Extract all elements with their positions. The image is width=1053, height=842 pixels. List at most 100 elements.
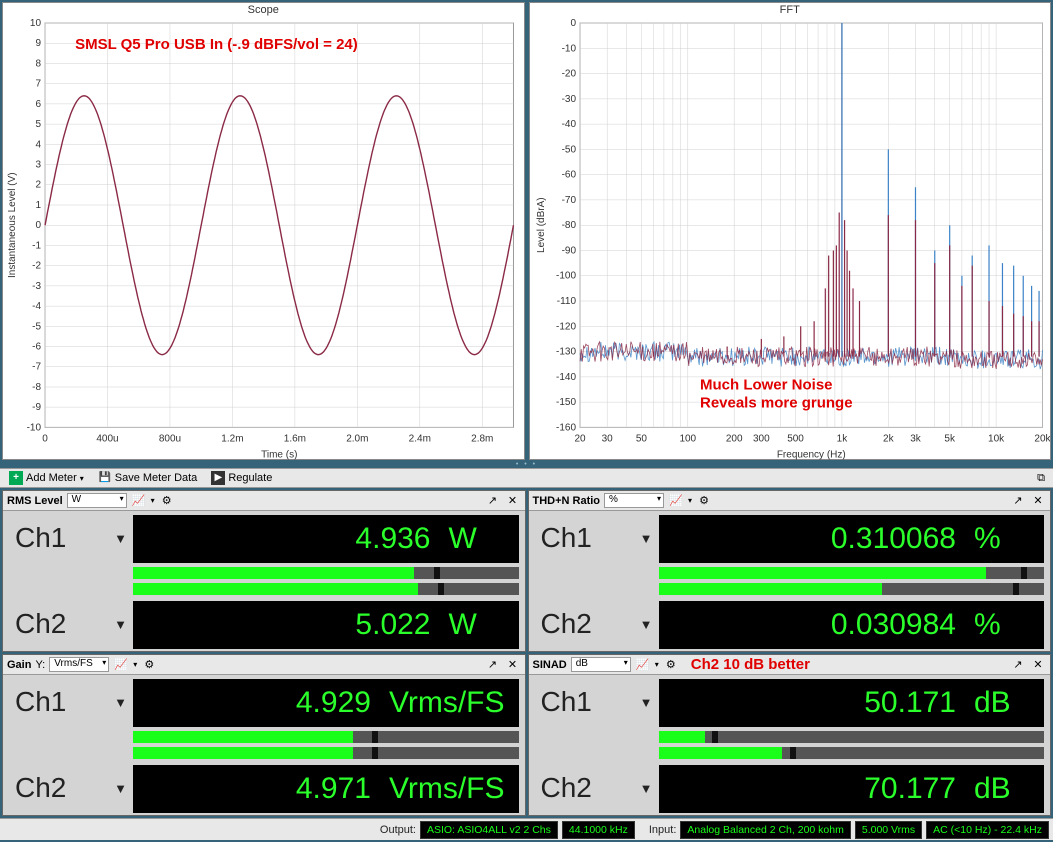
sinad-ch2-label-block[interactable]: Ch2 ▼	[529, 761, 659, 815]
sinad-unit-select[interactable]: dB	[571, 657, 631, 672]
add-meter-button[interactable]: + Add Meter ▾	[4, 469, 89, 487]
chevron-down-icon[interactable]: ▾	[133, 660, 137, 669]
svg-text:-6: -6	[32, 342, 41, 353]
fft-chart[interactable]: -160-150-140-130-120-110-100-90-80-70-60…	[530, 17, 1051, 461]
bar-fill	[133, 583, 418, 595]
sinad-ch1-label-block[interactable]: Ch1 ▼	[529, 675, 659, 729]
svg-text:-90: -90	[561, 245, 576, 256]
regulate-button[interactable]: ▶ Regulate	[206, 469, 277, 487]
rms-ch2-value: 5.022	[355, 608, 430, 642]
svg-text:0: 0	[35, 220, 41, 231]
regulate-label: Regulate	[228, 472, 272, 484]
scope-panel: Scope -10-9-8-7-6-5-4-3-2-10123456789100…	[2, 2, 525, 460]
sinad-ch1-unit: dB	[974, 686, 1030, 720]
chart-icon[interactable]: 📈	[668, 493, 684, 509]
svg-text:20: 20	[574, 433, 586, 444]
chevron-down-icon: ▼	[114, 531, 127, 546]
svg-text:-40: -40	[561, 119, 576, 130]
close-icon[interactable]: ✕	[1030, 493, 1046, 509]
rms-ch1-label-block[interactable]: Ch1 ▼	[3, 511, 133, 565]
bar-fill	[659, 731, 705, 743]
svg-text:1: 1	[35, 200, 41, 211]
svg-text:5: 5	[35, 119, 41, 130]
rms-unit-select[interactable]: W	[67, 493, 127, 508]
chart-icon[interactable]: 📈	[113, 657, 129, 673]
sinad-ch1-label: Ch1	[541, 686, 592, 718]
svg-text:3: 3	[35, 160, 41, 171]
svg-text:1k: 1k	[836, 433, 848, 444]
svg-text:Much Lower Noise: Much Lower Noise	[699, 376, 832, 393]
chevron-down-icon[interactable]: ▾	[688, 496, 692, 505]
gear-icon[interactable]: ⚙	[663, 657, 679, 673]
input-coupling[interactable]: AC (<10 Hz) - 22.4 kHz	[926, 821, 1049, 839]
gear-icon[interactable]: ⚙	[696, 493, 712, 509]
chart-icon[interactable]: 📈	[131, 493, 147, 509]
gain-ch2-label-block[interactable]: Ch2 ▼	[3, 761, 133, 815]
svg-text:20k: 20k	[1034, 433, 1050, 444]
svg-text:Reveals more grunge: Reveals more grunge	[699, 394, 852, 411]
bar-fill	[133, 747, 353, 759]
chevron-down-icon[interactable]: ▾	[655, 660, 659, 669]
svg-text:100: 100	[679, 433, 696, 444]
svg-text:-130: -130	[556, 347, 576, 358]
gear-icon[interactable]: ⚙	[141, 657, 157, 673]
sinad-body: Ch1 ▼ 50.171 dB	[529, 675, 1051, 815]
save-icon: 💾	[98, 471, 112, 485]
svg-text:-5: -5	[32, 321, 41, 332]
dock-icon[interactable]: ⧉	[1033, 470, 1049, 486]
svg-text:-120: -120	[556, 321, 576, 332]
gain-ch1-label-block[interactable]: Ch1 ▼	[3, 675, 133, 729]
svg-text:5k: 5k	[944, 433, 956, 444]
svg-text:-3: -3	[32, 281, 41, 292]
popout-icon[interactable]: ↗	[485, 493, 501, 509]
gain-ch1-label: Ch1	[15, 686, 66, 718]
gain-ch1-bargraph	[133, 731, 519, 743]
input-device[interactable]: Analog Balanced 2 Ch, 200 kohm	[680, 821, 850, 839]
thdn-ch2-value: 0.030984	[831, 608, 956, 642]
input-level[interactable]: 5.000 Vrms	[855, 821, 922, 839]
gain-unit-select[interactable]: Vrms/FS	[49, 657, 109, 672]
close-icon[interactable]: ✕	[505, 657, 521, 673]
status-bar: Output: ASIO: ASIO4ALL v2 2 Chs 44.1000 …	[0, 818, 1053, 840]
svg-text:-70: -70	[561, 195, 576, 206]
popout-icon[interactable]: ↗	[485, 657, 501, 673]
gain-ch1-unit: Vrms/FS	[389, 686, 505, 720]
rms-header: RMS Level W 📈 ▾ ⚙ ↗ ✕	[3, 491, 525, 511]
rms-ch2-label: Ch2	[15, 608, 66, 640]
gain-ch2-label: Ch2	[15, 772, 66, 804]
close-icon[interactable]: ✕	[1030, 657, 1046, 673]
thdn-unit-select[interactable]: %	[604, 493, 664, 508]
chart-icon[interactable]: 📈	[635, 657, 651, 673]
svg-text:800u: 800u	[159, 433, 181, 444]
chevron-down-icon[interactable]: ▾	[151, 496, 155, 505]
svg-text:0: 0	[570, 18, 576, 29]
svg-text:-100: -100	[556, 271, 576, 282]
svg-text:10k: 10k	[988, 433, 1005, 444]
gain-ch2-value: 4.971	[296, 772, 371, 806]
gain-title: Gain	[7, 659, 31, 671]
chevron-down-icon: ▼	[640, 617, 653, 632]
bar-peak	[372, 731, 378, 743]
gear-icon[interactable]: ⚙	[159, 493, 175, 509]
output-device[interactable]: ASIO: ASIO4ALL v2 2 Chs	[420, 821, 558, 839]
bar-fill	[659, 747, 782, 759]
chevron-down-icon: ▼	[114, 781, 127, 796]
bar-peak	[790, 747, 796, 759]
scope-chart[interactable]: -10-9-8-7-6-5-4-3-2-10123456789100400u80…	[3, 17, 524, 461]
rms-ch1-value: 4.936	[355, 522, 430, 556]
thdn-ch1-label-block[interactable]: Ch1 ▼	[529, 511, 659, 565]
thdn-ch2-label-block[interactable]: Ch2 ▼	[529, 597, 659, 651]
thdn-ch1-label: Ch1	[541, 522, 592, 554]
bar-fill	[133, 567, 414, 579]
sinad-ch2-bargraph	[659, 747, 1045, 759]
popout-icon[interactable]: ↗	[1010, 657, 1026, 673]
svg-text:-110: -110	[556, 296, 576, 307]
rms-ch2-label-block[interactable]: Ch2 ▼	[3, 597, 133, 651]
output-rate[interactable]: 44.1000 kHz	[562, 821, 635, 839]
thdn-title: THD+N Ratio	[533, 495, 601, 507]
popout-icon[interactable]: ↗	[1010, 493, 1026, 509]
rms-ch2-unit: W	[449, 608, 505, 642]
svg-text:50: 50	[635, 433, 647, 444]
save-meter-data-button[interactable]: 💾 Save Meter Data	[93, 469, 203, 487]
close-icon[interactable]: ✕	[505, 493, 521, 509]
